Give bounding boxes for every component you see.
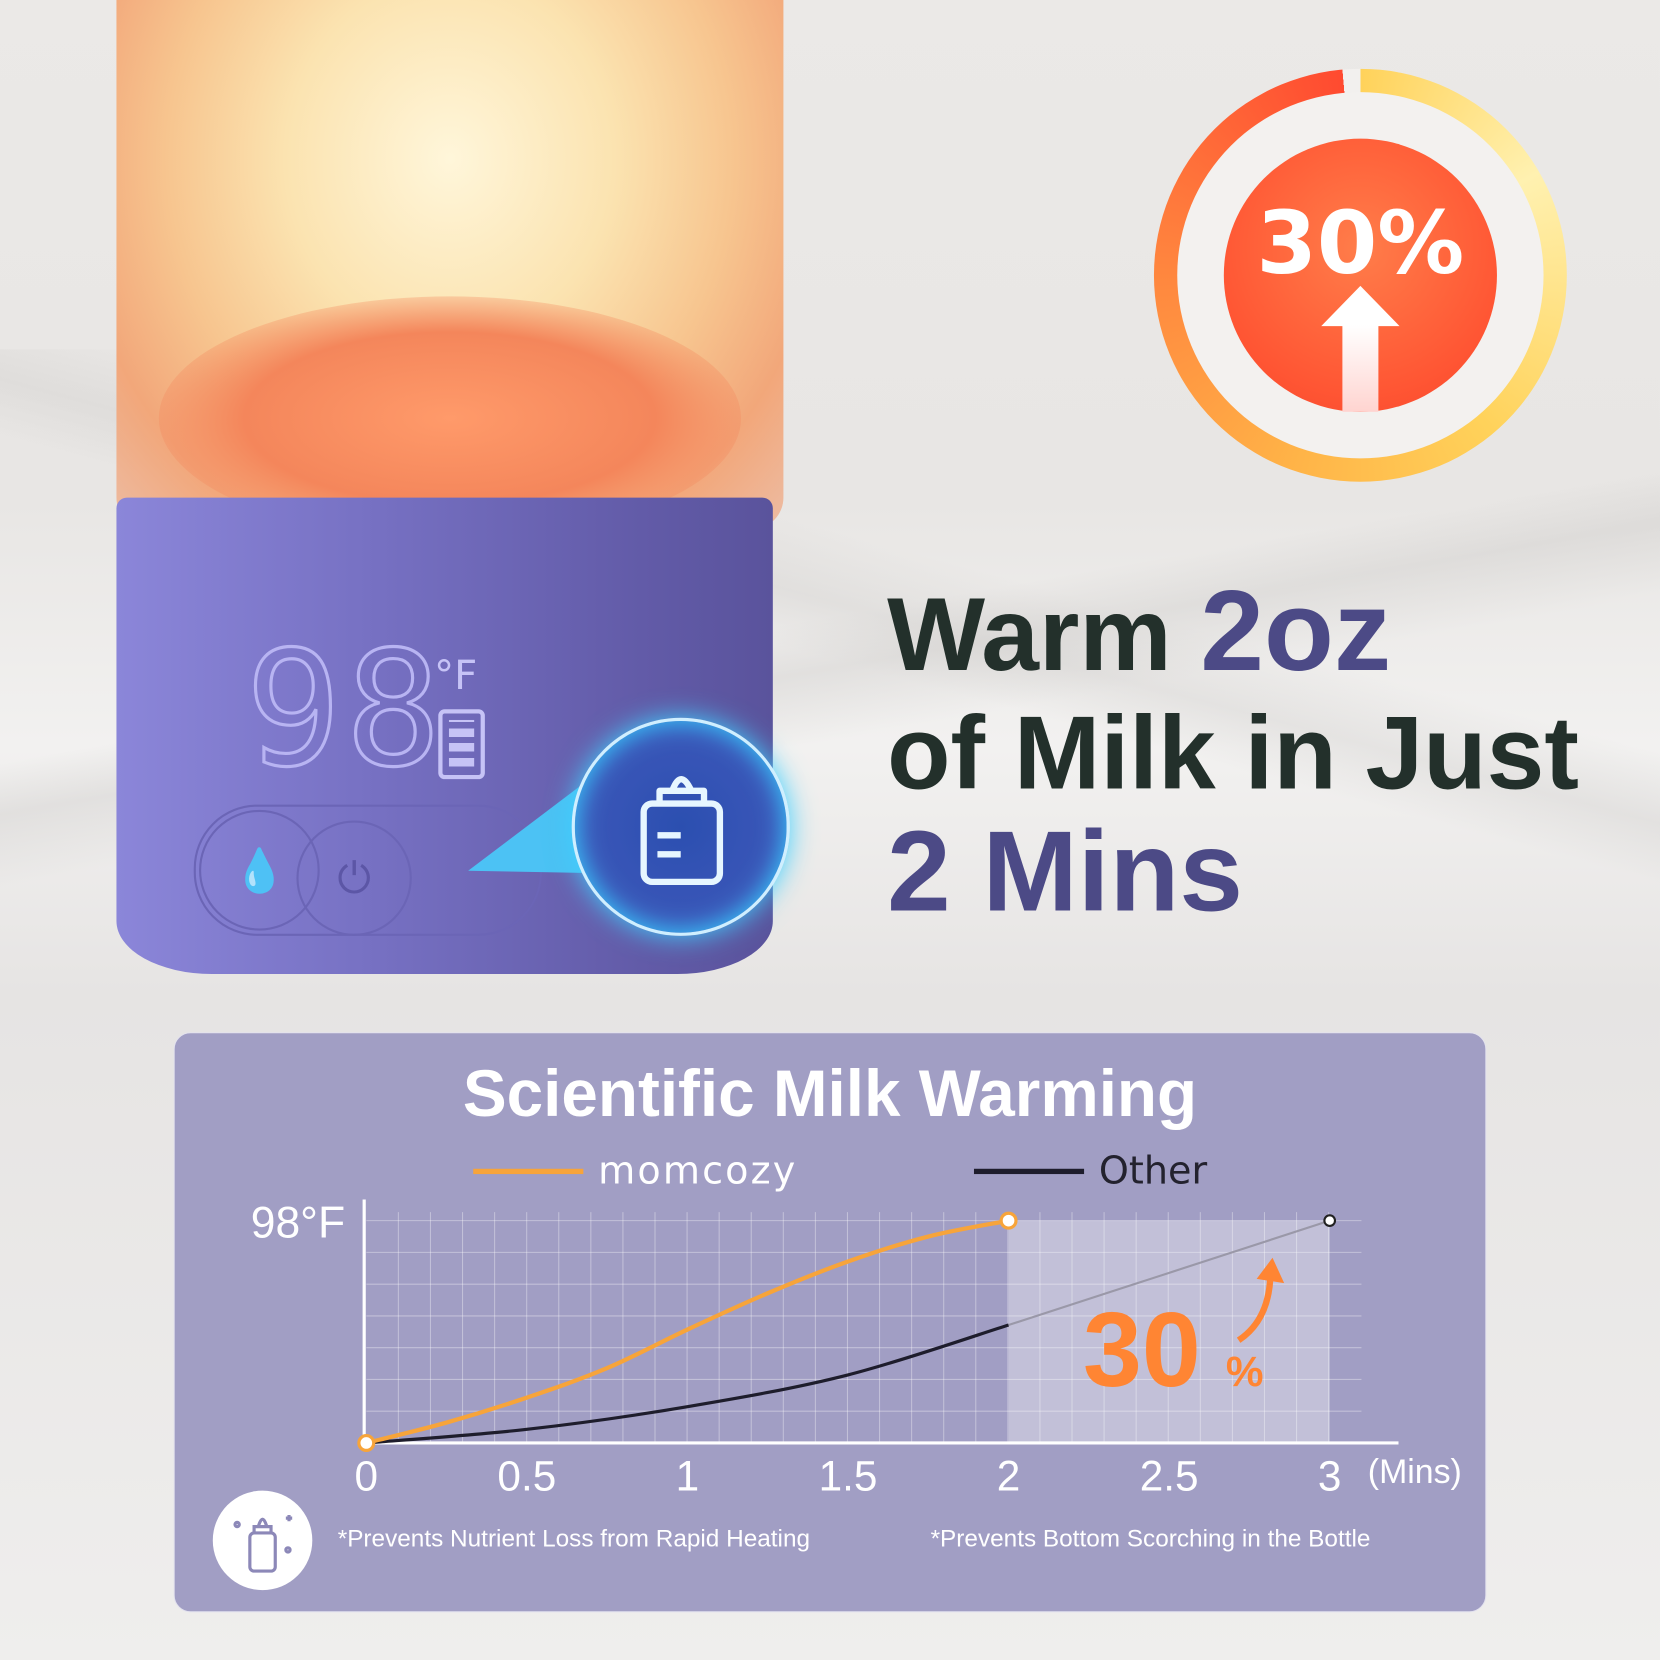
chart-title: Scientific Milk Warming bbox=[462, 1057, 1198, 1131]
series-other-line-extension bbox=[1008, 1219, 1331, 1327]
water-drop-icon: 💧 bbox=[233, 846, 286, 896]
water-drop-button[interactable]: 💧 bbox=[199, 809, 320, 931]
temperature-unit: °F bbox=[434, 652, 478, 699]
baby-bottle-icon bbox=[233, 1514, 293, 1573]
x-tick-label: 0 bbox=[355, 1453, 379, 1500]
annotation-unit: % bbox=[1226, 1348, 1264, 1395]
x-tick-label: 1 bbox=[676, 1453, 700, 1500]
data-point bbox=[357, 1433, 376, 1452]
arrow-head bbox=[1256, 1257, 1285, 1284]
bottle-badge bbox=[212, 1490, 313, 1591]
power-icon: ⏻ bbox=[337, 853, 371, 903]
headline-line1b: 2oz bbox=[1200, 566, 1392, 695]
note-scorching: *Prevents Bottom Scorching in the Bottle bbox=[930, 1524, 1371, 1553]
highlight-region bbox=[1008, 1220, 1330, 1443]
data-point bbox=[1323, 1214, 1337, 1227]
legend-momcozy: momcozy bbox=[473, 1150, 797, 1193]
headline-line3: 2 Mins bbox=[887, 806, 1243, 935]
x-axis-label: (Mins) bbox=[1368, 1453, 1462, 1491]
legend-swatch bbox=[473, 1168, 584, 1175]
y-tick-label: 98°F bbox=[251, 1199, 345, 1248]
x-tick-label: 2 bbox=[997, 1453, 1021, 1500]
series-momcozy-line bbox=[365, 1218, 1009, 1446]
up-arrow-icon bbox=[1321, 285, 1400, 327]
data-point bbox=[999, 1211, 1018, 1230]
headline-line2: of Milk in Just bbox=[887, 694, 1579, 811]
headline-line1a: Warm bbox=[887, 575, 1201, 693]
headline: Warm 2oz of Milk in Just 2 Mins bbox=[887, 571, 1579, 935]
series-other-line bbox=[366, 1323, 1010, 1445]
legend-other: Other bbox=[973, 1150, 1207, 1193]
legend-swatch bbox=[973, 1168, 1085, 1175]
power-button[interactable]: ⏻ bbox=[296, 820, 412, 936]
button-bar bbox=[193, 804, 543, 936]
bottle-warmer-glass bbox=[116, 0, 784, 540]
x-tick-label: 0.5 bbox=[497, 1453, 556, 1500]
thirty-percent-badge: 30% bbox=[1153, 68, 1567, 482]
note-nutrient: *Prevents Nutrient Loss from Rapid Heati… bbox=[337, 1524, 811, 1553]
bottle-mode-callout bbox=[571, 717, 790, 936]
x-tick-label: 3 bbox=[1318, 1453, 1342, 1500]
temperature-display: 98 bbox=[244, 618, 446, 803]
battery-icon bbox=[438, 709, 485, 780]
baby-bottle-icon bbox=[640, 776, 724, 886]
x-tick-label: 1.5 bbox=[819, 1453, 878, 1500]
annotation-value: 30 bbox=[1083, 1291, 1201, 1409]
badge-text: 30% bbox=[1256, 193, 1465, 295]
x-tick-label: 2.5 bbox=[1140, 1453, 1199, 1500]
line-chart: 0 0.5 1 1.5 2 2.5 3 (Mins) 98°F 30% bbox=[251, 1199, 1462, 1500]
